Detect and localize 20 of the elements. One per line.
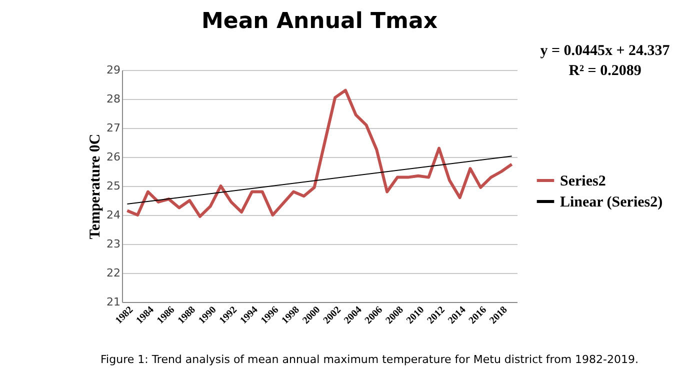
y-tick-label: 28 [106,92,120,106]
line-series [126,88,514,218]
x-tick-label: 1992 [218,304,240,326]
text: R² = 0.2089 [568,63,642,79]
x-tick-label: 1998 [280,304,302,326]
text: y = 0.0445x + 24.337 [540,43,670,59]
legend-label: Series2 [560,174,606,190]
y-tick-label: 26 [106,150,120,164]
caption: Figure 1: Trend analysis of mean annual maximum temperature for Metu district from 1982-2019. [100,353,638,366]
chart-title: Mean Annual Tmax [201,9,438,34]
y-axis-title: Temperature 0C [88,134,104,240]
y-tick-label: 29 [106,64,120,76]
legend-label: Linear (Series2) [560,194,663,210]
y-tick-label: 27 [106,122,120,134]
y-tick-label: 24 [106,208,120,222]
y-tick-label: 25 [106,180,120,192]
x-tick-label: 1988 [176,304,198,326]
y-tick-label: 23 [106,238,120,250]
x-tick-label: 1990 [196,304,219,326]
y-tick-label: 22 [106,266,120,280]
